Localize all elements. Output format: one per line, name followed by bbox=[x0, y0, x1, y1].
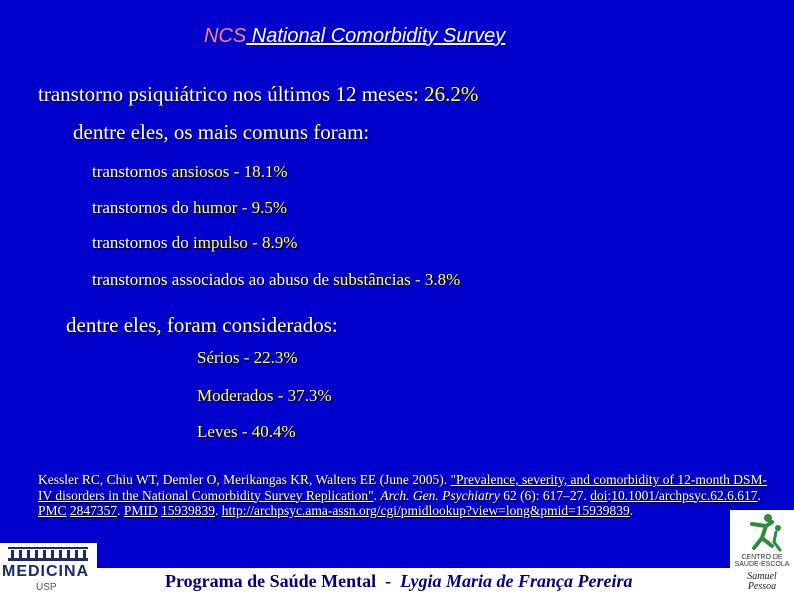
footer-band bbox=[0, 568, 794, 595]
running-figures-icon bbox=[750, 514, 782, 552]
item-key: substâncias bbox=[333, 270, 411, 289]
item-key: humor bbox=[193, 198, 238, 217]
item-value: - 3.8% bbox=[410, 270, 461, 289]
footer-program: Programa de Saúde Mental bbox=[165, 571, 377, 591]
footer-author: Lygia Maria de França Pereira bbox=[400, 571, 633, 591]
title-acronym: NCS bbox=[204, 25, 247, 47]
title-full: National Comorbidity Survey bbox=[246, 25, 506, 47]
centro-name: CENTRO DE SAÚDE-ESCOLA bbox=[734, 554, 790, 568]
item-key: impulso bbox=[193, 233, 248, 252]
doi-label-link[interactable]: doi bbox=[590, 487, 608, 503]
severity-heading: dentre eles, foram considerados: bbox=[66, 313, 338, 337]
centro-person: Samuel Pessoa bbox=[747, 571, 777, 592]
reference-url-link[interactable]: http://archpsyc.ama-assn.org/cgi/pmidloo… bbox=[221, 503, 630, 518]
common-heading: dentre eles, os mais comuns foram: bbox=[73, 120, 370, 144]
common-item-substancias: transtornos associados ao abuso de subst… bbox=[92, 270, 460, 290]
reference-citation: Kessler RC, Chiu WT, Demler O, Merikanga… bbox=[38, 472, 768, 518]
severity-moderados: Moderados - 37.3% bbox=[197, 386, 332, 405]
severity-leves: Leves - 40.4% bbox=[197, 422, 296, 441]
pmc-label-link[interactable]: PMC bbox=[38, 503, 67, 518]
item-prefix: transtornos associados ao abuso de bbox=[92, 270, 334, 289]
item-prefix: transtornos do bbox=[92, 198, 194, 217]
pmid-label-link[interactable]: PMID bbox=[123, 503, 158, 518]
prevalence-label: transtorno psiquiátrico nos últimos 12 m… bbox=[38, 82, 425, 106]
pmc-link[interactable]: 2847357 bbox=[69, 503, 118, 518]
centro-saude-escola-logo: CENTRO DE SAÚDE-ESCOLA Samuel Pessoa bbox=[730, 510, 794, 595]
prevalence-value: 26.2% bbox=[424, 82, 479, 106]
prevalence-line: transtorno psiquiátrico nos últimos 12 m… bbox=[38, 82, 478, 107]
pmid-link[interactable]: 15939839 bbox=[161, 503, 216, 518]
usp-wordmark: USP bbox=[36, 582, 57, 593]
reference-authors: Kessler RC, Chiu WT, Demler O, Merikanga… bbox=[38, 472, 451, 487]
item-key: ansiosos bbox=[171, 162, 230, 181]
item-prefix: transtornos do bbox=[92, 233, 194, 252]
medicina-wordmark: MEDICINA bbox=[2, 563, 90, 580]
slide-title: NCS National Comorbidity Survey bbox=[204, 25, 505, 48]
footer-separator: - bbox=[376, 571, 401, 591]
common-item-ansiosos: transtornos ansiosos - 18.1% bbox=[92, 162, 288, 182]
item-prefix: transtornos bbox=[92, 162, 172, 181]
reference-article-link[interactable]: "Prevalence, severity, and comorbidity o… bbox=[38, 472, 768, 503]
item-value: - 8.9% bbox=[247, 233, 298, 252]
reference-journal: Arch. Gen. Psychiatry bbox=[380, 487, 500, 503]
doi-link[interactable]: 10.1001/archpsyc.62.6.617 bbox=[611, 487, 758, 503]
medicina-usp-logo: MEDICINA USP bbox=[0, 543, 97, 595]
building-columns-icon bbox=[8, 547, 88, 561]
reference-volume: 62 (6): 617–27. bbox=[499, 487, 591, 503]
common-item-humor: transtornos do humor - 9.5% bbox=[92, 198, 287, 218]
footer-credit: Programa de Saúde Mental - Lygia Maria d… bbox=[165, 571, 632, 592]
common-item-impulso: transtornos do impulso - 8.9% bbox=[92, 233, 297, 253]
item-value: - 18.1% bbox=[229, 162, 288, 181]
severity-serios: Sérios - 22.3% bbox=[197, 348, 298, 367]
item-value: - 9.5% bbox=[237, 198, 288, 217]
